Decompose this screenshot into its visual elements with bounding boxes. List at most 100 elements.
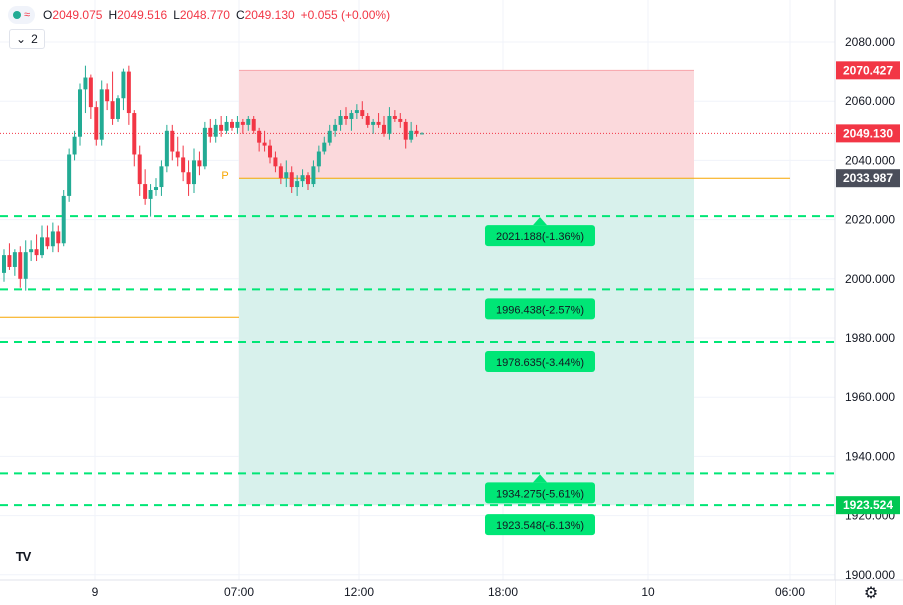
price-label-box <box>836 169 900 188</box>
candle-body <box>18 252 23 279</box>
candle-body <box>224 121 229 131</box>
target-label-box <box>485 351 595 373</box>
candle-body <box>181 157 186 173</box>
candle-body <box>208 127 213 137</box>
low-value: 2048.770 <box>179 8 230 22</box>
candle-body <box>311 166 316 185</box>
candle-body <box>34 249 39 256</box>
candle-body <box>387 116 392 134</box>
target-label: 1978.635(-3.44%) <box>496 357 584 369</box>
high-value: 2049.516 <box>117 8 168 22</box>
candle-body <box>420 133 424 135</box>
target-label-box <box>485 514 595 536</box>
candle-body <box>45 237 50 247</box>
target-label-box <box>485 225 595 247</box>
status-dot-icon <box>13 11 21 19</box>
candle-body <box>121 71 126 99</box>
open-label: O <box>43 8 53 22</box>
price-label: 1923.524 <box>843 498 893 512</box>
target-arrow-icon <box>533 217 547 226</box>
target-arrow-icon <box>533 474 547 483</box>
candle-body <box>246 118 251 125</box>
candle-body <box>409 130 414 140</box>
candle-body <box>360 110 365 116</box>
indicators-collapse-button[interactable]: ⌄ 2 <box>9 29 45 49</box>
target-label-box <box>485 298 595 320</box>
candle-body <box>164 130 169 167</box>
candle-body <box>278 166 283 179</box>
y-tick-label: 1960.000 <box>845 390 895 404</box>
price-label: 2033.987 <box>843 171 893 185</box>
candle-body <box>300 175 305 182</box>
price-label-box <box>836 124 900 143</box>
price-label-box <box>836 496 900 515</box>
indicators-count: 2 <box>31 32 38 46</box>
y-tick-label: 2060.000 <box>845 94 895 108</box>
y-tick-label: 1940.000 <box>845 449 895 463</box>
candle-body <box>137 154 142 185</box>
candle-body <box>398 118 403 122</box>
candle-body <box>338 116 343 125</box>
candle-body <box>132 113 137 155</box>
candle-body <box>40 237 44 256</box>
entry-marker: P <box>221 170 228 182</box>
close-label: C <box>235 8 245 22</box>
candle-body <box>170 130 175 152</box>
target-label: 2021.188(-1.36%) <box>496 231 584 243</box>
price-label-box <box>836 61 900 80</box>
price-label: 2049.130 <box>843 126 893 140</box>
candle-body <box>349 113 354 119</box>
chevron-down-icon: ⌄ <box>16 32 27 46</box>
candle-body <box>327 130 332 143</box>
candle-body <box>110 101 115 119</box>
candle-body <box>289 172 294 188</box>
candle-body <box>94 107 99 140</box>
candle-body <box>235 121 240 128</box>
candle-body <box>219 124 224 131</box>
candle-body <box>295 181 300 188</box>
candle-body <box>354 110 359 114</box>
x-tick-label: 07:00 <box>224 585 254 599</box>
candle-body <box>344 116 348 119</box>
candle-body <box>50 231 55 247</box>
candle-body <box>7 255 12 267</box>
candle-body <box>88 77 93 108</box>
candle-body <box>240 121 245 125</box>
candle-body <box>56 231 61 244</box>
x-tick-label: 9 <box>92 585 99 599</box>
candle-body <box>322 142 327 152</box>
open-value: 2049.075 <box>52 8 103 22</box>
y-tick-label: 2000.000 <box>845 272 895 286</box>
candle-body <box>61 195 66 244</box>
y-tick-label: 2020.000 <box>845 213 895 227</box>
target-label: 1934.275(-5.61%) <box>496 488 584 500</box>
y-tick-label: 1980.000 <box>845 331 895 345</box>
candle-body <box>29 249 34 253</box>
candle-body <box>126 71 131 114</box>
x-tick-label: 12:00 <box>344 585 374 599</box>
gear-icon[interactable]: ⚙ <box>863 585 879 602</box>
candle-body <box>414 130 419 134</box>
candle-body <box>306 175 310 185</box>
visibility-toggle[interactable]: ≈ <box>8 6 36 24</box>
candle-body <box>72 136 77 155</box>
stop-loss-zone <box>239 70 694 179</box>
candle-body <box>365 116 370 125</box>
tradingview-logo[interactable]: TV <box>8 543 38 569</box>
candle-body <box>371 121 376 125</box>
x-tick-label: 06:00 <box>775 585 805 599</box>
candle-body <box>12 252 17 267</box>
change-value: +0.055 (+0.00%) <box>300 8 391 22</box>
candle-body <box>99 89 104 140</box>
y-tick-label: 1900.000 <box>845 568 895 582</box>
y-tick-label: 2080.000 <box>845 35 895 49</box>
ohlc-legend: ≈ O 2049.075 H 2049.516 L 2048.770 C 204… <box>8 4 396 26</box>
candle-body <box>316 151 321 167</box>
target-label: 1996.438(-2.57%) <box>496 304 584 316</box>
candle-body <box>262 142 267 146</box>
candle-body <box>143 184 148 199</box>
y-tick-label: 2040.000 <box>845 153 895 167</box>
high-label: H <box>108 8 118 22</box>
target-label: 1923.548(-6.13%) <box>496 520 584 532</box>
